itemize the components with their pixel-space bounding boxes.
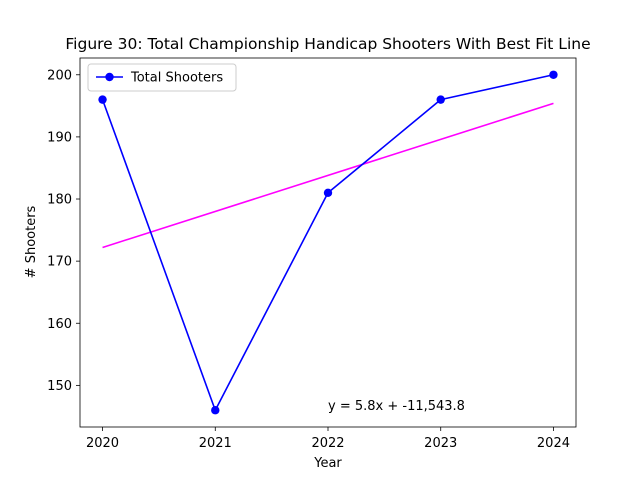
data-point	[436, 95, 445, 104]
chart-title: Figure 30: Total Championship Handicap S…	[65, 35, 590, 53]
legend-entry-total-shooters: Total Shooters	[130, 71, 223, 86]
x-tick-label: 2020	[86, 436, 119, 451]
plot-area: 2020 2021 2022 2023 2024 150 160 170 180 190 200	[47, 57, 577, 451]
x-tick-label: 2022	[311, 436, 344, 451]
data-point	[98, 95, 107, 104]
best-fit-line	[102, 102, 554, 249]
legend-marker-sample	[105, 72, 114, 82]
legend: Total Shooters	[87, 63, 237, 92]
fit-equation-annotation: y = 5.8x + -11,543.8	[328, 399, 465, 414]
y-tick-label: 200	[47, 68, 72, 83]
x-tick-label: 2021	[199, 436, 232, 451]
y-tick-label: 190	[47, 130, 72, 145]
plot-frame	[79, 57, 577, 428]
y-tick-label: 180	[47, 193, 72, 208]
x-axis-label: Year	[313, 456, 342, 471]
x-tick-label: 2023	[424, 436, 457, 451]
data-point	[323, 188, 333, 198]
data-point	[549, 70, 558, 79]
y-tick-label: 160	[47, 317, 72, 332]
data-point	[211, 406, 220, 415]
y-axis-label: # Shooters	[24, 205, 39, 278]
x-tick-label: 2024	[537, 436, 570, 451]
legend-frame	[87, 63, 237, 92]
y-tick-label: 150	[47, 379, 72, 394]
y-tick-label: 170	[47, 255, 72, 270]
